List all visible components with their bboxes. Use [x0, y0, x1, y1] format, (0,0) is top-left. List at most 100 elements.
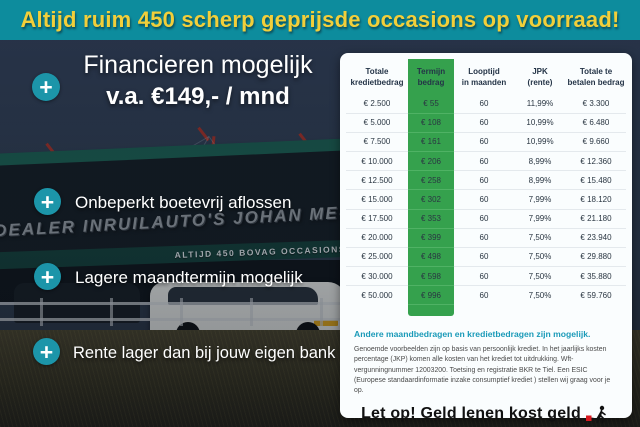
spacer-cell: [566, 305, 626, 316]
termijn-cell: € 598: [408, 266, 454, 286]
fine-print: Genoemde voorbeelden zijn op basis van p…: [354, 345, 611, 395]
table-cell: € 12.360: [566, 150, 626, 171]
col-header-looptijd: Looptijd in maanden: [454, 59, 514, 94]
col-header-totaal: Totale te betalen bedrag: [566, 59, 626, 94]
table-cell: € 6.480: [566, 112, 626, 133]
termijn-cell: € 399: [408, 227, 454, 248]
table-cell: 7,99%: [514, 189, 566, 209]
table-cell: 60: [454, 208, 514, 229]
termijn-cell: € 108: [408, 112, 454, 133]
table-cell: € 20.000: [346, 227, 408, 248]
table-cell: 11,99%: [526, 98, 554, 108]
bullet-item: Lagere maandtermijn mogelijk: [75, 268, 303, 287]
table-cell: € 30.000: [346, 266, 408, 286]
spacer-cell: [454, 305, 514, 316]
plus-icon: [34, 263, 61, 290]
spacer-cell: [408, 304, 454, 316]
table-cell: € 9.660: [566, 131, 626, 152]
spacer-cell: [346, 305, 408, 316]
termijn-cell: € 206: [408, 150, 454, 171]
table-cell: € 59.760: [566, 285, 626, 305]
table-cell: 10,99%: [514, 131, 566, 152]
table-row: € 25.000 € 498 60 7,50% € 29.880: [346, 246, 626, 267]
table-cell: 60: [454, 285, 514, 305]
bullet-item: Onbeperkt boetevrij aflossen: [75, 193, 292, 212]
credit-warning-text: Let op! Geld lenen kost geld: [361, 405, 581, 423]
header-line: (rente): [527, 78, 553, 88]
geld-lenen-kost-geld-icon: [585, 405, 606, 424]
table-cell: € 10.000: [346, 150, 408, 171]
table-header-row: Totale kredietbedrag Termijn bedrag Loopti…: [346, 59, 626, 95]
finance-table-card: Totale kredietbedrag Termijn bedrag Loopti…: [340, 53, 632, 424]
table-cell: € 15.480: [566, 170, 626, 190]
table-cell: 8,99%: [514, 170, 566, 190]
banner-headline: Altijd ruim 450 scherp geprijsde occasio…: [20, 7, 620, 32]
col-header-kredietbedrag: Totale kredietbedrag: [346, 59, 408, 94]
header-line: Looptijd: [468, 67, 500, 76]
col-header-termijnbedrag: Termijn bedrag: [408, 59, 454, 95]
table-row: € 2.500 € 55 60 11,99% € 3.300: [346, 94, 626, 114]
table-row: € 50.000 € 996 60 7,50% € 59.760: [346, 285, 626, 305]
table-cell: 60: [454, 131, 514, 152]
table-cell: 60: [454, 189, 514, 209]
table-cell: 60: [454, 170, 514, 190]
fence-rail: [0, 302, 348, 305]
note-highlight: Andere maandbedragen en kredietbedragen …: [354, 328, 591, 339]
green-column-extension: [346, 304, 626, 316]
fence-post: [250, 298, 253, 326]
header-line: betalen bedrag: [567, 78, 625, 88]
header-line: kredietbedrag: [350, 78, 404, 88]
col-header-jpk: JPK (rente): [514, 59, 566, 94]
plus-icon: [33, 338, 60, 365]
termijn-cell: € 161: [408, 131, 454, 152]
fence-post: [320, 298, 323, 326]
termijn-cell: € 302: [408, 189, 454, 209]
table-row: € 17.500 € 353 60 7,99% € 21.180: [346, 208, 626, 229]
termijn-cell: € 353: [408, 208, 454, 229]
table-cell: € 35.880: [566, 266, 626, 286]
table-cell: 60: [479, 98, 489, 108]
table-cell: 60: [454, 150, 514, 171]
finance-table-body: € 2.500 € 55 60 11,99% € 3.300 € 5.000 € 108 60…: [346, 94, 626, 316]
table-cell: 60: [454, 266, 514, 286]
finance-headline-line2: v.a. €149,- / mnd: [106, 83, 290, 111]
table-cell: € 17.500: [346, 208, 408, 229]
table-row: € 20.000 € 399 60 7,50% € 23.940: [346, 227, 626, 248]
table-cell: € 2.500: [363, 98, 391, 108]
header-line: bedrag: [417, 78, 445, 88]
bullet-item: Rente lager dan bij jouw eigen bank: [73, 344, 336, 362]
table-cell: 60: [454, 112, 514, 133]
header-line: in maanden: [461, 78, 507, 88]
credit-warning: Let op! Geld lenen kost geld: [346, 405, 626, 424]
finance-headline-line1: Financieren mogelijk: [83, 51, 313, 79]
car-windows: [168, 287, 318, 305]
fence-post: [180, 298, 183, 326]
table-cell: 60: [454, 227, 514, 248]
table-cell: € 21.180: [566, 208, 626, 229]
header-line: Totale te: [579, 67, 613, 76]
table-cell: 7,50%: [514, 246, 566, 267]
table-cell: 8,99%: [514, 150, 566, 171]
plus-icon: [32, 73, 60, 101]
table-cell: € 3.300: [582, 98, 610, 108]
table-cell: € 50.000: [346, 285, 408, 305]
table-cell: € 12.500: [346, 170, 408, 190]
table-cell: 7,50%: [514, 266, 566, 286]
table-cell: € 23.940: [566, 227, 626, 248]
table-cell: € 29.880: [566, 246, 626, 267]
license-plate: [314, 320, 338, 326]
table-cell: € 25.000: [346, 246, 408, 267]
table-cell: 10,99%: [514, 112, 566, 133]
fence-rail: [0, 318, 348, 321]
table-row: € 15.000 € 302 60 7,99% € 18.120: [346, 189, 626, 209]
table-cell: € 15.000: [346, 189, 408, 209]
table-cell: 7,50%: [514, 227, 566, 248]
plus-icon: [34, 188, 61, 215]
table-row: € 12.500 € 258 60 8,99% € 15.480: [346, 170, 626, 190]
finance-table: Totale kredietbedrag Termijn bedrag Loopti…: [346, 59, 626, 316]
header-line: Termijn: [416, 67, 446, 76]
fence-post: [110, 298, 113, 326]
table-cell: 7,50%: [514, 285, 566, 305]
